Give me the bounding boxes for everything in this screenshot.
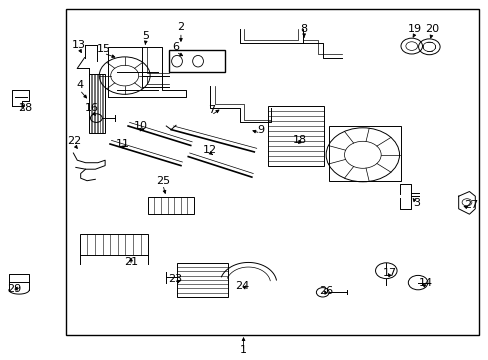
Bar bbox=[168, 50, 224, 72]
Text: 10: 10 bbox=[134, 121, 147, 131]
Text: 21: 21 bbox=[124, 257, 138, 267]
Text: 15: 15 bbox=[97, 44, 110, 54]
Text: 4: 4 bbox=[76, 80, 83, 90]
Text: 19: 19 bbox=[407, 24, 421, 34]
Text: 26: 26 bbox=[319, 286, 333, 296]
Text: 3: 3 bbox=[412, 198, 419, 208]
Text: 12: 12 bbox=[203, 145, 217, 155]
Text: 17: 17 bbox=[383, 268, 396, 278]
Bar bbox=[80, 234, 148, 255]
Text: 22: 22 bbox=[67, 136, 81, 146]
Bar bbox=[89, 74, 104, 133]
Text: 1: 1 bbox=[240, 345, 246, 355]
Text: 5: 5 bbox=[142, 31, 149, 41]
Text: 23: 23 bbox=[168, 274, 182, 284]
Text: 6: 6 bbox=[172, 42, 179, 52]
Bar bbox=[66, 9, 478, 335]
Text: 16: 16 bbox=[85, 103, 99, 113]
Text: 14: 14 bbox=[418, 278, 431, 288]
Text: 7: 7 bbox=[207, 105, 214, 115]
Text: 11: 11 bbox=[116, 139, 130, 149]
Bar bbox=[147, 197, 194, 214]
Text: 13: 13 bbox=[72, 40, 86, 50]
Bar bbox=[267, 106, 324, 166]
Bar bbox=[177, 263, 228, 297]
Text: 2: 2 bbox=[177, 22, 184, 32]
Text: 8: 8 bbox=[300, 24, 307, 34]
Text: 9: 9 bbox=[257, 125, 264, 135]
Text: 18: 18 bbox=[292, 135, 306, 145]
Text: 27: 27 bbox=[463, 199, 478, 210]
Text: 20: 20 bbox=[424, 24, 438, 34]
Bar bbox=[328, 126, 400, 181]
Text: 24: 24 bbox=[235, 281, 249, 291]
Text: 29: 29 bbox=[7, 284, 22, 294]
Text: 25: 25 bbox=[156, 176, 169, 186]
Text: 28: 28 bbox=[18, 103, 33, 113]
